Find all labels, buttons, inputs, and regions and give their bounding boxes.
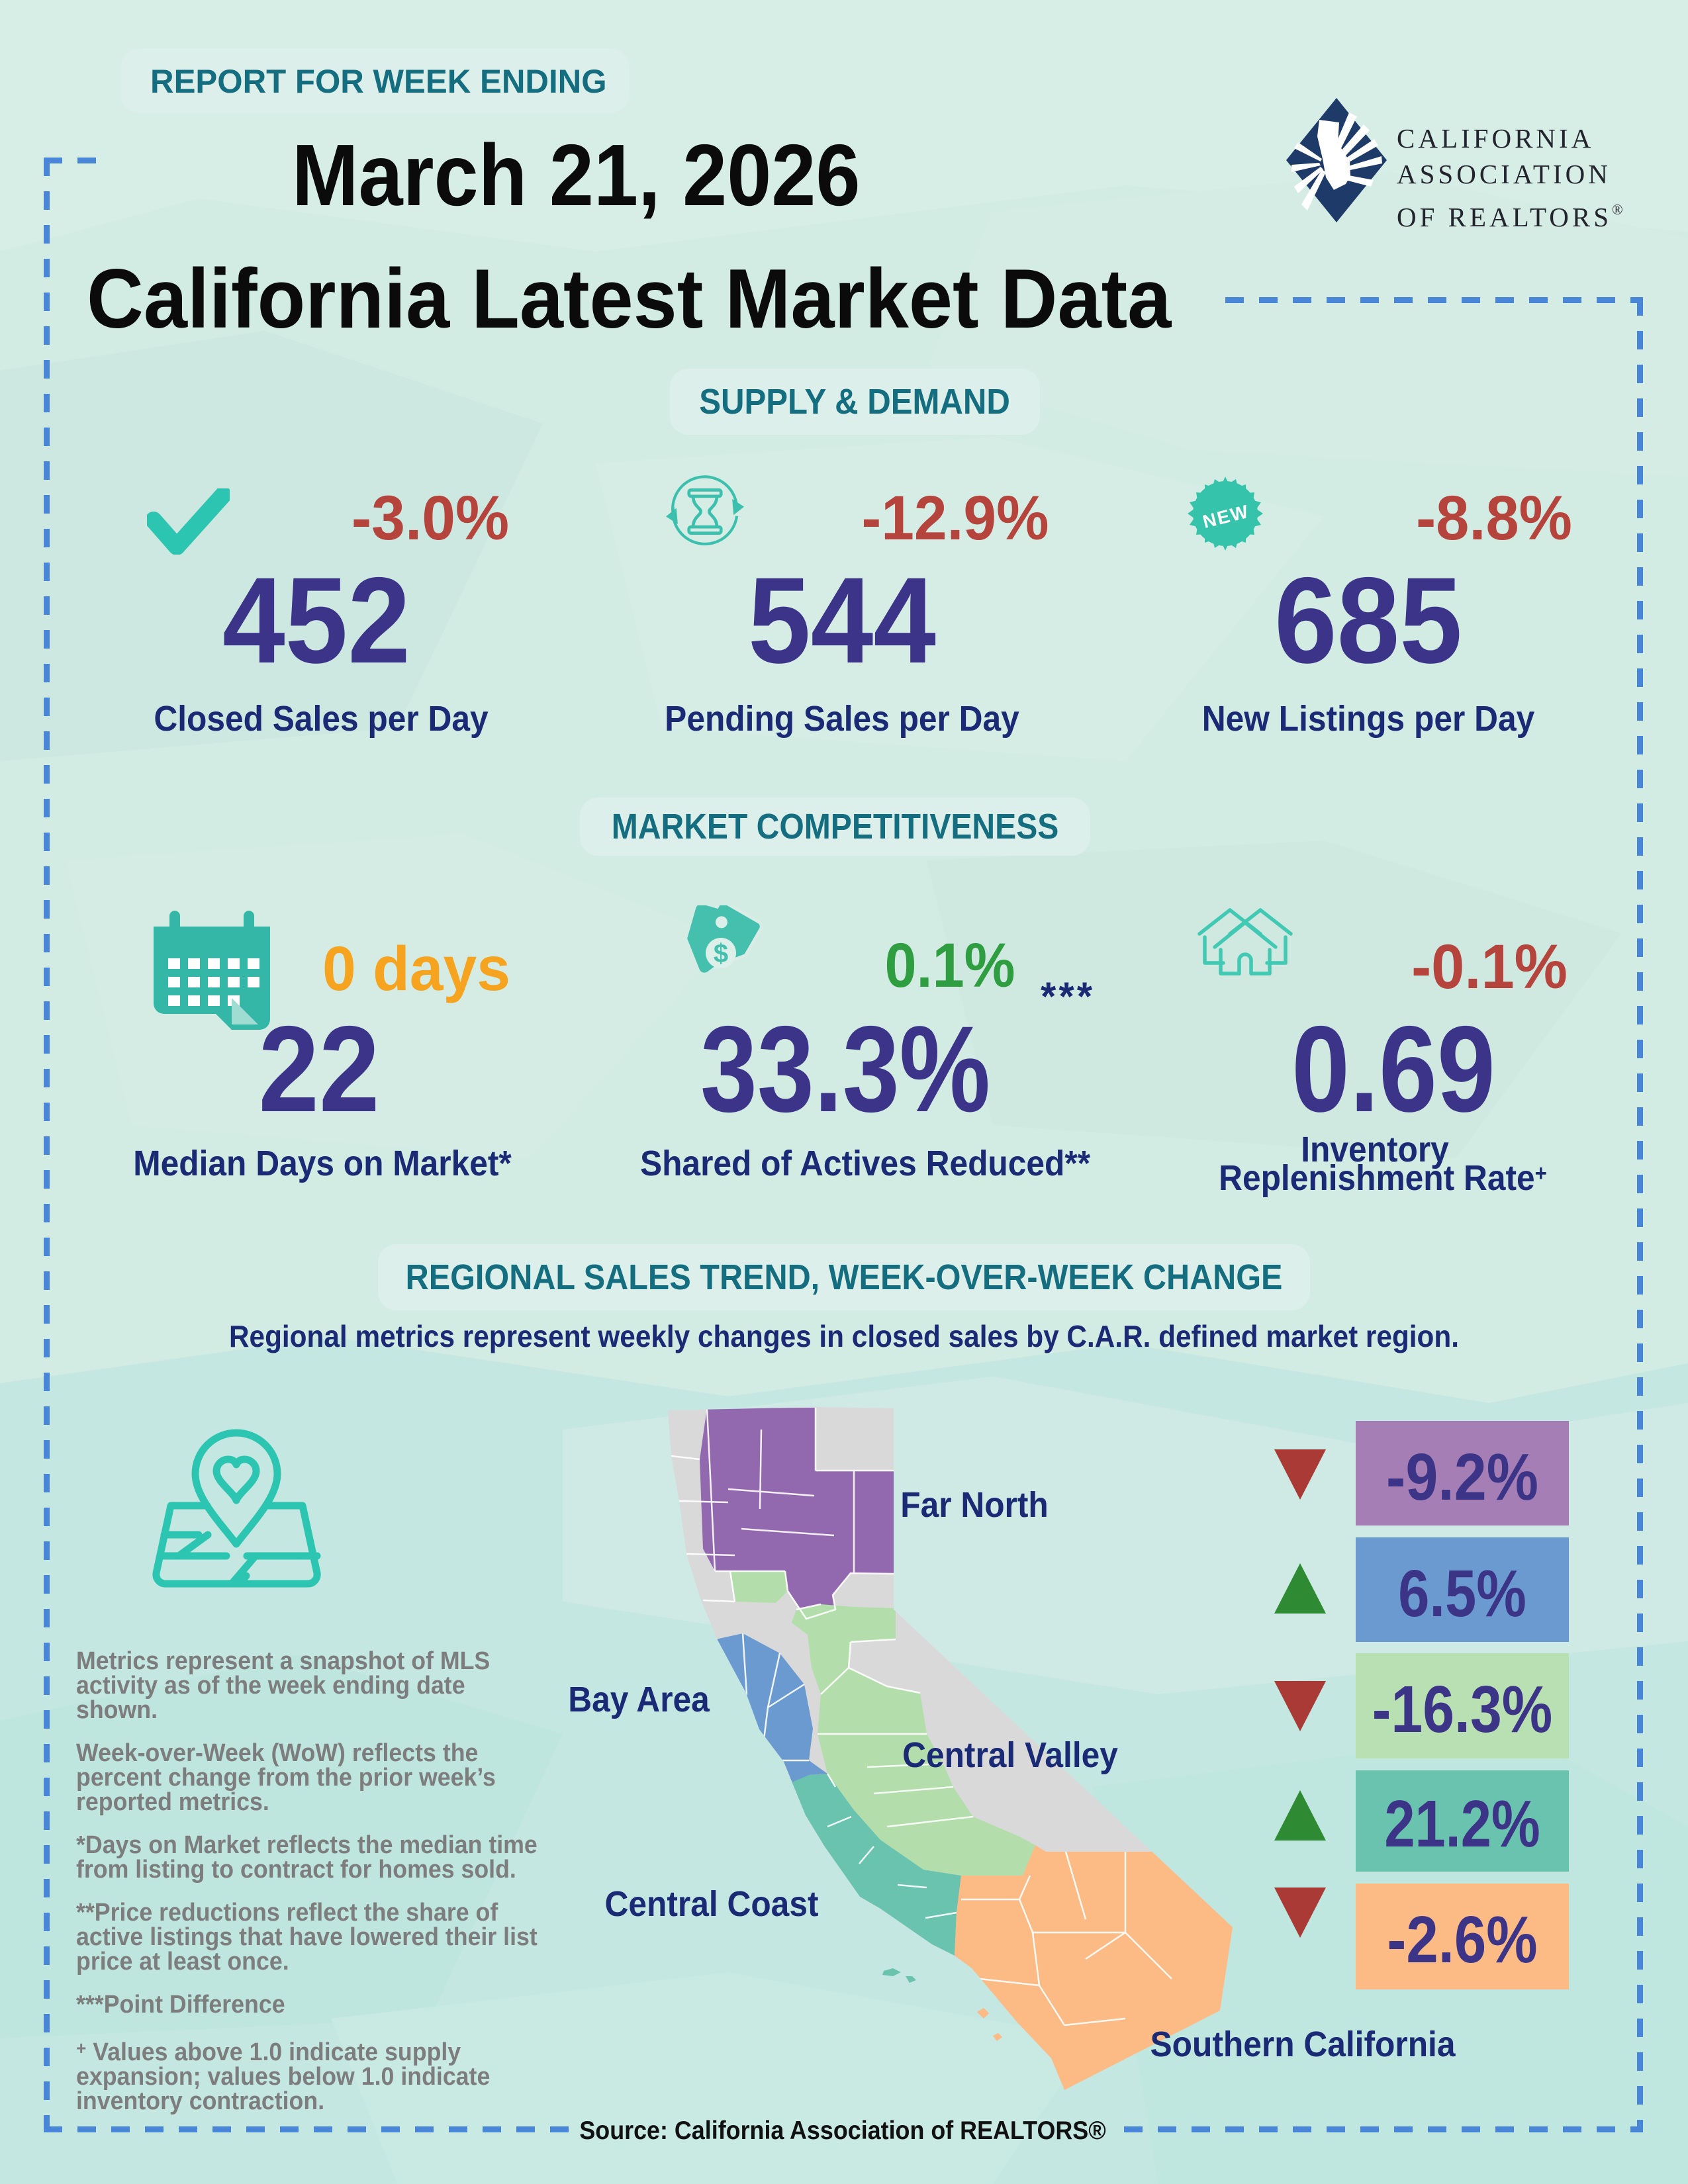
svg-text:$: $ bbox=[714, 939, 728, 968]
